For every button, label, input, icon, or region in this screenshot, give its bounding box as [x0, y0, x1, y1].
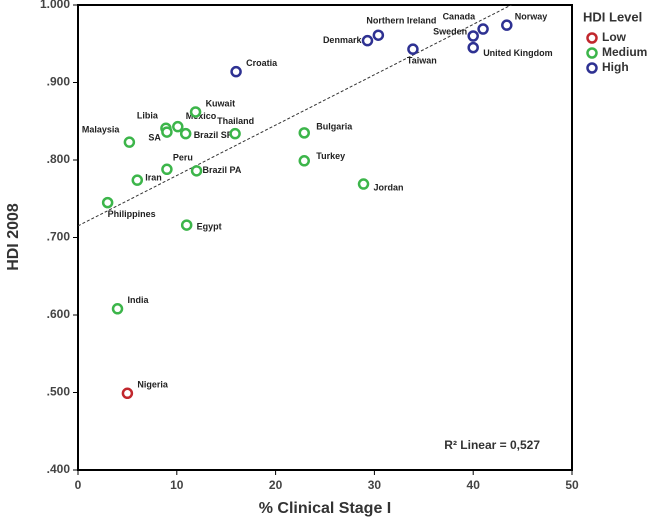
- point-label: India: [128, 295, 150, 305]
- trendline: [78, 5, 513, 227]
- data-point: [467, 41, 479, 54]
- r2-annotation: R² Linear = 0,527: [444, 438, 540, 452]
- point-label: Kuwait: [206, 98, 236, 108]
- point-label: Canada: [443, 11, 477, 21]
- y-tick-label: .600: [47, 307, 71, 321]
- point-label: Philippines: [108, 209, 156, 219]
- point-label: United Kingdom: [483, 48, 553, 58]
- point-label: Mexico: [186, 111, 217, 121]
- legend-marker: [586, 47, 598, 59]
- y-tick-label: .700: [47, 230, 71, 244]
- point-label: Northern Ireland: [366, 16, 436, 26]
- x-tick-label: 10: [170, 478, 184, 492]
- data-point: [123, 136, 136, 148]
- point-label: Turkey: [316, 151, 345, 161]
- data-point: [172, 120, 184, 133]
- legend-marker: [586, 62, 598, 74]
- data-point: [161, 163, 173, 176]
- x-tick-label: 30: [368, 478, 382, 492]
- data-point: [229, 127, 241, 140]
- legend-label: High: [602, 60, 629, 74]
- point-label: Malaysia: [82, 125, 121, 135]
- data-point: [179, 127, 192, 140]
- legend-title: HDI Level: [583, 9, 642, 24]
- point-label: Taiwan: [407, 56, 437, 66]
- x-axis-title: % Clinical Stage I: [259, 500, 391, 517]
- data-point: [298, 127, 311, 139]
- point-label: Denmark: [323, 35, 363, 45]
- x-tick-label: 50: [565, 478, 579, 492]
- point-label: Bulgaria: [316, 121, 353, 131]
- data-point: [477, 23, 489, 35]
- y-axis-title: HDI 2008: [5, 203, 22, 271]
- y-tick-label: .500: [47, 385, 71, 399]
- data-point: [372, 29, 385, 41]
- point-label: Thailand: [217, 116, 254, 126]
- point-label: Croatia: [246, 58, 278, 68]
- point-label: Libia: [137, 111, 159, 121]
- data-point: [298, 155, 311, 167]
- data-point: [361, 34, 374, 47]
- legend-label: Medium: [602, 45, 647, 59]
- legend-label: Low: [602, 30, 627, 44]
- y-tick-label: .900: [47, 75, 71, 89]
- point-label: Jordan: [374, 182, 404, 192]
- point-label: Iran: [145, 173, 162, 183]
- x-tick-label: 20: [269, 478, 283, 492]
- data-point: [111, 303, 124, 315]
- legend-marker: [586, 32, 598, 44]
- point-label: Egypt: [197, 221, 222, 231]
- point-label: Brazil SP: [194, 130, 233, 140]
- data-point: [121, 387, 134, 400]
- point-label: SA: [148, 132, 161, 142]
- data-point: [357, 178, 370, 190]
- y-tick-label: 1.000: [40, 0, 70, 11]
- data-point: [230, 65, 242, 78]
- data-point: [131, 174, 144, 186]
- data-point: [407, 43, 419, 55]
- point-label: Nigeria: [137, 380, 169, 390]
- y-tick-label: .800: [47, 152, 71, 166]
- x-tick-label: 0: [75, 478, 82, 492]
- data-point: [467, 30, 479, 42]
- point-label: Norway: [515, 12, 548, 22]
- data-point: [101, 196, 114, 209]
- x-tick-label: 40: [467, 478, 481, 492]
- point-label: Peru: [173, 153, 193, 163]
- data-point: [190, 165, 203, 177]
- data-point: [180, 219, 193, 231]
- data-point: [189, 106, 202, 118]
- point-label: Brazil PA: [203, 165, 242, 175]
- data-point: [501, 19, 513, 31]
- point-label: Sweden: [433, 26, 467, 36]
- plot-frame: [77, 4, 573, 471]
- data-point: [161, 126, 173, 138]
- y-tick-label: .400: [47, 462, 71, 476]
